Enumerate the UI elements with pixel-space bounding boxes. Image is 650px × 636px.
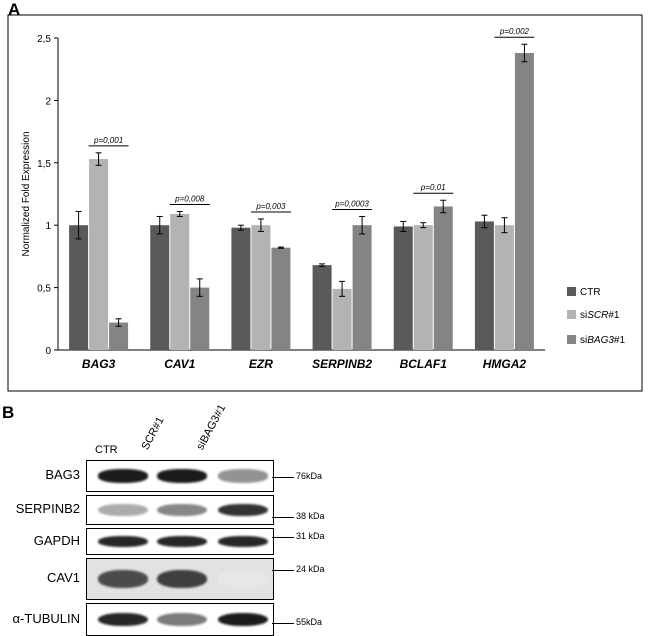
blot-lane-label: SCR#1: [139, 415, 167, 452]
bar: [271, 247, 291, 350]
bar: [150, 225, 170, 350]
legend-swatch: [567, 287, 576, 296]
blot-lane-label: siBAG3#1: [194, 402, 229, 452]
molecular-weight-tick: [272, 570, 294, 571]
x-category-label: SERPINB2: [312, 357, 372, 371]
blot-panel: [86, 460, 274, 492]
y-axis-label: Normalized Fold Expression: [21, 131, 32, 256]
bar: [251, 225, 271, 350]
legend-swatch: [567, 335, 576, 344]
blot-row-label: CAV1: [47, 570, 80, 585]
blot-band: [98, 535, 148, 548]
x-category-label: CAV1: [164, 357, 195, 371]
panel-b-label: B: [2, 403, 15, 422]
blot-band: [218, 503, 268, 517]
molecular-weight-label: 38 kDa: [296, 511, 325, 521]
blot-panel: [86, 495, 274, 525]
molecular-weight-tick: [272, 623, 294, 624]
molecular-weight-label: 76kDa: [296, 471, 323, 481]
y-tick-label: 1: [45, 221, 51, 232]
bar: [89, 159, 109, 350]
blot-lane-label: CTR: [95, 444, 118, 456]
legend-swatch: [567, 310, 576, 319]
blot-row-label: α-TUBULIN: [12, 610, 80, 626]
bar: [393, 226, 413, 350]
blot-panel: [86, 528, 274, 555]
bar: [494, 225, 514, 350]
molecular-weight-tick: [272, 517, 294, 518]
p-value-label: p=0,01: [420, 183, 446, 192]
p-value-label: p=0,001: [93, 136, 123, 145]
bar: [413, 225, 433, 350]
blot-band: [157, 535, 207, 548]
bar: [109, 322, 129, 350]
legend-label: CTR: [580, 287, 601, 298]
blot-band: [98, 570, 148, 588]
bar: [352, 225, 372, 350]
blot-row-label: BAG3: [45, 467, 80, 482]
blot-row-label: SERPINB2: [15, 501, 80, 516]
molecular-weight-tick: [272, 477, 294, 478]
x-category-label: BCLAF1: [400, 357, 448, 371]
blot-band: [218, 570, 268, 588]
panel-a-label: A: [8, 0, 21, 19]
blot-band: [98, 612, 148, 627]
y-tick-label: 2,5: [37, 34, 51, 45]
molecular-weight-label: 31 kDa: [296, 531, 325, 541]
blot-band: [218, 612, 268, 627]
p-value-label: p=0,002: [499, 27, 530, 36]
blot-band: [218, 535, 268, 548]
bar: [231, 227, 251, 350]
p-value-label: p=0,008: [174, 194, 205, 203]
molecular-weight-tick: [272, 537, 294, 538]
blot-panel: [86, 558, 274, 600]
blot-row-label: GAPDH: [33, 532, 80, 548]
bar: [312, 265, 332, 350]
bar: [332, 288, 352, 350]
blot-band: [218, 469, 268, 483]
blot-panel: [86, 603, 274, 636]
legend-label: siSCR#1: [580, 310, 620, 321]
x-category-label: EZR: [249, 357, 273, 371]
x-category-label: BAG3: [82, 357, 116, 371]
legend-label: siBAG3#1: [580, 335, 625, 346]
y-tick-label: 1,5: [37, 159, 51, 170]
blot-band: [98, 469, 148, 483]
x-category-label: HMGA2: [483, 357, 527, 371]
blot-band: [98, 503, 148, 517]
blot-band: [157, 469, 207, 483]
molecular-weight-label: 55kDa: [296, 617, 323, 627]
bar: [514, 52, 534, 350]
bar: [170, 213, 190, 350]
bar-chart: 0 0,5 1 1,5 2 2,5 Normalized Fold Expression p=…: [7, 14, 643, 392]
bar: [474, 221, 494, 350]
blot-band: [157, 570, 207, 588]
bar: [69, 225, 89, 350]
y-tick-label: 2: [45, 96, 51, 107]
bar: [433, 206, 453, 350]
bar: [190, 287, 210, 350]
blot-band: [157, 503, 207, 517]
molecular-weight-label: 24 kDa: [296, 564, 325, 574]
chart-frame: [7, 14, 643, 392]
y-tick-label: 0: [45, 346, 51, 357]
p-value-label: p=0,003: [255, 202, 286, 211]
blot-band: [157, 612, 207, 627]
p-value-label: p=0,0003: [334, 199, 369, 208]
y-tick-label: 0,5: [37, 284, 51, 295]
